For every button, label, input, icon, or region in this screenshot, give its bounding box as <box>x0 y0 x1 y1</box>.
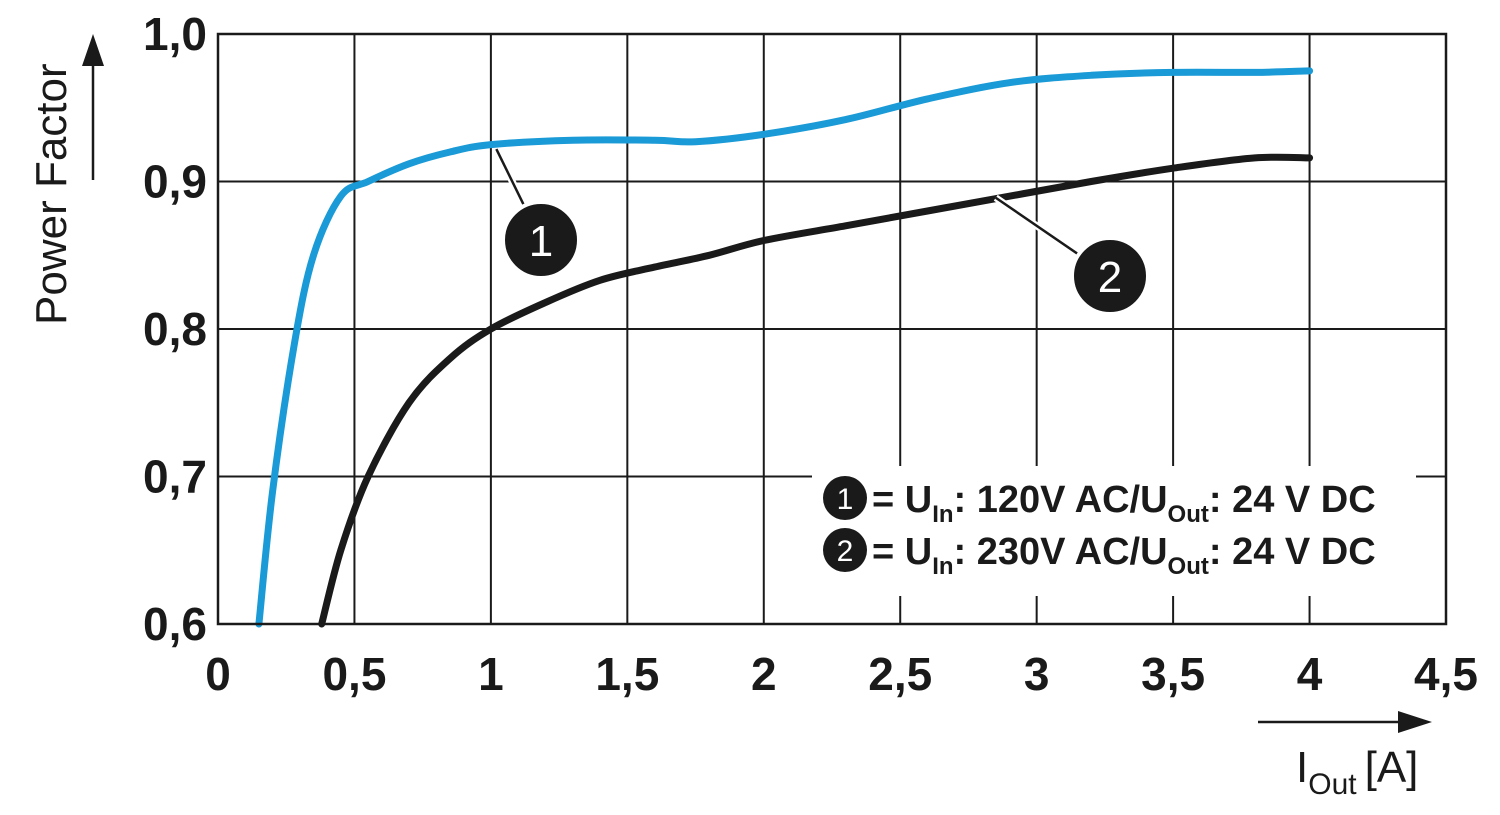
series-line-1 <box>255 67 1314 628</box>
y-tick-label-1: 0,7 <box>143 451 207 503</box>
x-tick-label-9: 4,5 <box>1414 648 1478 700</box>
legend-entry-2: 2 = UIn: 230V AC/UOut: 24 V DC <box>823 528 1376 580</box>
y-tick-label-0: 0,6 <box>143 598 207 650</box>
x-axis-arrow-icon <box>1398 711 1432 733</box>
legend-marker-1 <box>823 476 867 520</box>
callout-number-2: 2 <box>1098 253 1122 302</box>
y-tick-labels: 0,6 0,7 0,8 0,9 1,0 <box>143 8 207 650</box>
x-axis-title: IOut [A] <box>1258 711 1432 801</box>
y-tick-label-2: 0,8 <box>143 303 207 355</box>
callout-marker-1 <box>501 200 581 280</box>
y-axis-title: Power Factor <box>27 34 104 325</box>
legend-marker-1-number: 1 <box>837 483 854 516</box>
y-tick-label-3: 0,9 <box>143 156 207 208</box>
callout-marker-2 <box>1070 236 1150 316</box>
legend-entry-1: 1 = UIn: 120V AC/UOut: 24 V DC <box>823 476 1376 528</box>
y-tick-label-4: 1,0 <box>143 8 207 60</box>
x-tick-label-5: 2,5 <box>868 648 932 700</box>
x-tick-label-8: 4 <box>1297 648 1323 700</box>
legend: 1 = UIn: 120V AC/UOut: 24 V DC 2 = UIn: … <box>812 466 1416 596</box>
x-tick-label-3: 1,5 <box>595 648 659 700</box>
callouts: 12 <box>493 147 1150 316</box>
x-tick-label-7: 3,5 <box>1141 648 1205 700</box>
legend-label-2: = UIn: 230V AC/UOut: 24 V DC <box>872 531 1376 580</box>
legend-marker-2-number: 2 <box>837 535 854 568</box>
plot-frame <box>216 32 1448 626</box>
series-line-2 <box>318 153 1314 628</box>
y-axis-label: Power Factor <box>27 63 76 325</box>
x-tick-label-0: 0 <box>205 648 231 700</box>
callout-number-1: 1 <box>529 217 553 266</box>
x-tick-label-6: 3 <box>1024 648 1050 700</box>
legend-box <box>812 466 1416 596</box>
x-tick-label-1: 0,5 <box>322 648 386 700</box>
x-tick-labels: 0 0,5 1 1,5 2 2,5 3 3,5 4 4,5 <box>205 648 1478 700</box>
x-tick-label-2: 1 <box>478 648 504 700</box>
callout-leader-2 <box>995 196 1080 256</box>
x-tick-label-4: 2 <box>751 648 777 700</box>
legend-marker-2 <box>823 528 867 572</box>
y-axis-arrow-icon <box>82 34 104 66</box>
callout-leader-1 <box>495 148 526 207</box>
legend-label-1: = UIn: 120V AC/UOut: 24 V DC <box>872 479 1376 528</box>
series-lines <box>255 67 1314 628</box>
x-axis-label: IOut [A] <box>1296 743 1418 801</box>
